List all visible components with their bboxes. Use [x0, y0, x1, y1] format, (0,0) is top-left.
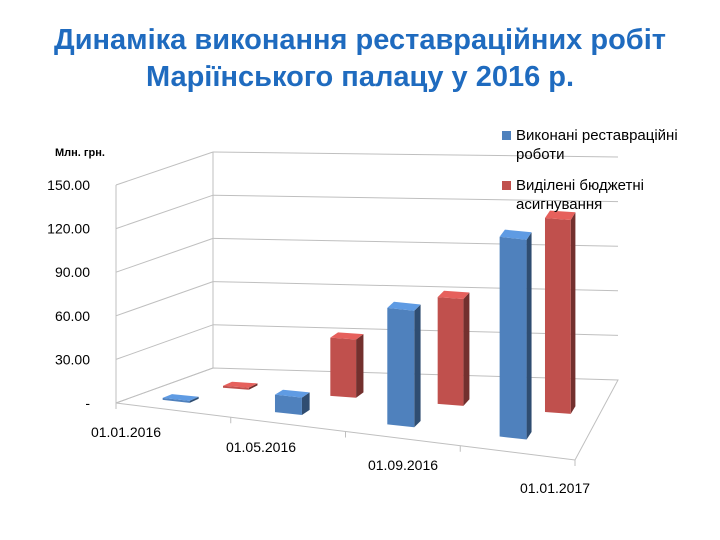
- bar-top: [274, 389, 310, 398]
- legend: Виконані реставраційні роботи Виділені б…: [500, 126, 715, 226]
- bar-side: [526, 232, 532, 440]
- bar-front: [330, 337, 357, 398]
- bar-allocated-01.05.2016: [330, 332, 364, 398]
- bar-completed-01.01.2017: [499, 229, 532, 440]
- legend-label-allocated: Виділені бюджетні асигнування: [516, 177, 644, 213]
- bar-top: [387, 301, 421, 311]
- bar-side: [463, 292, 470, 406]
- bar-side: [414, 304, 421, 428]
- x-tick-label: 01.09.2016: [368, 457, 438, 473]
- chart-title: Динаміка виконання реставраційних робіт …: [0, 22, 720, 96]
- side-gridline: [115, 194, 214, 230]
- legend-label-completed: Виконані реставраційні роботи: [516, 127, 678, 163]
- side-gridline: [115, 367, 214, 404]
- bar-completed-01.09.2016: [387, 301, 421, 428]
- title-line-2: Маріїнського палацу у 2016 р.: [145, 61, 575, 93]
- bar-side: [248, 383, 258, 390]
- bar-side: [189, 396, 199, 403]
- x-tick-label: 01.05.2016: [226, 439, 296, 455]
- side-gridline: [115, 151, 214, 186]
- bar-front: [274, 394, 302, 416]
- y-tick-label: -: [85, 395, 90, 411]
- bar-front: [162, 397, 190, 403]
- bar-side: [301, 392, 310, 416]
- bar-top: [437, 290, 470, 300]
- bar-top: [223, 381, 258, 388]
- y-axis-label: Млн. грн.: [55, 147, 105, 159]
- legend-swatch-allocated: [502, 181, 511, 190]
- title-line-1: Динаміка виконання реставраційних робіт: [54, 24, 666, 56]
- legend-item-allocated: Виділені бюджетні асигнування: [500, 176, 715, 214]
- bar-completed-01.01.2016: [162, 394, 199, 403]
- bar-allocated-01.09.2016: [437, 290, 470, 406]
- side-gridline: [115, 237, 214, 273]
- bar-allocated-01.01.2017: [544, 210, 576, 414]
- bar-completed-01.05.2016: [274, 389, 310, 416]
- bar-front: [499, 236, 527, 440]
- x-tick-label: 01.01.2017: [520, 480, 590, 496]
- legend-swatch-completed: [502, 131, 511, 140]
- gridline: [212, 194, 619, 203]
- y-tick-label: 150.00: [47, 177, 90, 193]
- bar-top: [162, 394, 199, 401]
- side-gridline: [115, 324, 214, 360]
- floor-outline: [115, 367, 619, 461]
- bar-top: [330, 332, 364, 340]
- y-tick-label: 90.00: [55, 264, 90, 280]
- bar-front: [437, 297, 464, 406]
- bar-top: [544, 210, 576, 220]
- x-tick-label: 01.01.2016: [91, 424, 161, 440]
- bar-front: [387, 307, 415, 428]
- bar-side: [356, 334, 364, 398]
- bar-front: [544, 218, 571, 414]
- side-gridline: [115, 281, 214, 317]
- legend-item-completed: Виконані реставраційні роботи: [500, 126, 715, 164]
- y-tick-label: 30.00: [55, 351, 90, 367]
- bar-allocated-01.01.2016: [223, 381, 258, 390]
- bar-top: [499, 229, 532, 240]
- y-tick-label: 60.00: [55, 308, 90, 324]
- gridline: [212, 151, 619, 158]
- bar-front: [223, 385, 249, 390]
- y-tick-label: 120.00: [47, 221, 90, 237]
- bar-side: [570, 212, 576, 414]
